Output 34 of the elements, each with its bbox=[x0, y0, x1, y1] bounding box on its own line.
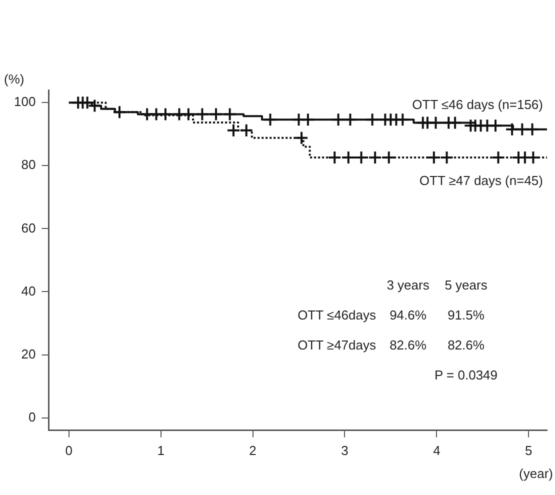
x-tick-label: 3 bbox=[341, 442, 348, 458]
point bbox=[294, 130, 309, 145]
point bbox=[354, 150, 368, 164]
y-tick-label: 0 bbox=[28, 409, 36, 424]
x-tick-label: 4 bbox=[433, 442, 440, 458]
annotation: OTT ≤46days bbox=[298, 308, 376, 323]
point bbox=[368, 150, 382, 164]
series-label: OTT ≥47 days (n=45) bbox=[419, 173, 543, 188]
point bbox=[440, 150, 454, 164]
y-tick-label: 60 bbox=[21, 220, 36, 236]
annotation: P = 0.0349 bbox=[434, 368, 498, 383]
point bbox=[341, 150, 356, 164]
y-tick-label: 40 bbox=[21, 283, 36, 298]
annotation: 82.6% bbox=[448, 338, 485, 353]
y-tick-label: 100 bbox=[14, 94, 36, 110]
annotation: 3 years bbox=[386, 278, 430, 293]
x-tick-label: 2 bbox=[249, 442, 256, 458]
y-axis-title: (%) bbox=[4, 72, 24, 87]
point bbox=[491, 150, 506, 164]
annotation: OTT ≥47days bbox=[298, 338, 376, 353]
annotation: 94.6% bbox=[390, 308, 427, 323]
annotation: 82.6% bbox=[390, 338, 427, 353]
point bbox=[226, 123, 240, 138]
point bbox=[239, 123, 254, 138]
x-axis-title: (year) bbox=[519, 466, 553, 481]
series-label: OTT ≤46 days (n=156) bbox=[412, 96, 543, 112]
x-tick-label: 5 bbox=[524, 442, 532, 458]
y-tick-label: 80 bbox=[21, 157, 36, 172]
y-tick-label: 20 bbox=[21, 346, 36, 362]
x-tick-label: 1 bbox=[157, 442, 164, 458]
point bbox=[328, 150, 342, 164]
annotation: 5 years bbox=[444, 278, 488, 293]
annotation: 91.5% bbox=[448, 308, 485, 323]
x-tick-label: 0 bbox=[65, 442, 73, 458]
